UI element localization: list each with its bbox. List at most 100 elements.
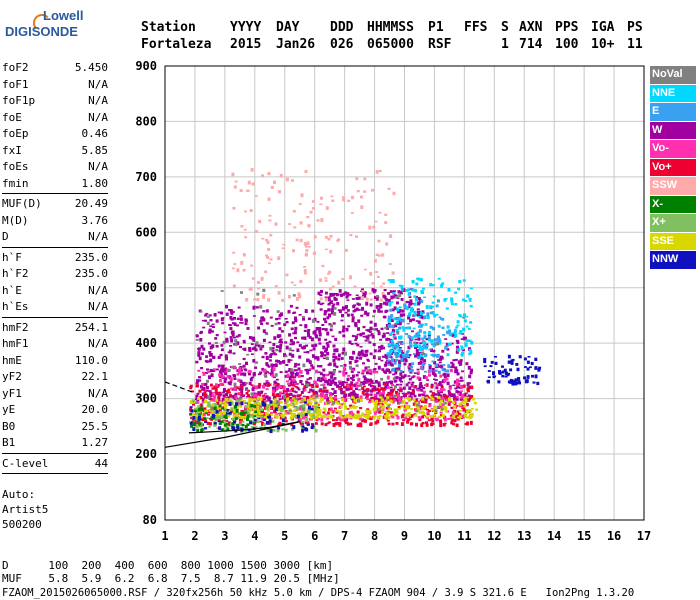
- echo-point-w: [324, 296, 328, 299]
- echo-point-ssw: [319, 297, 323, 301]
- echo-point-w: [374, 362, 378, 365]
- echo-point-w: [323, 354, 327, 357]
- echo-point-w: [279, 338, 283, 341]
- echo-point-w: [392, 373, 396, 376]
- echo-point-vominus: [368, 401, 372, 404]
- echo-point-ssw: [242, 268, 246, 272]
- echo-point-voplus: [351, 384, 354, 387]
- echo-point-sse: [365, 409, 368, 412]
- echo-point-xplus: [244, 405, 248, 409]
- echo-point-w: [389, 356, 393, 359]
- param-value: N/A: [88, 94, 108, 107]
- echo-point-nne: [398, 337, 402, 340]
- echo-point-noval: [234, 339, 238, 343]
- echo-point-w: [334, 355, 338, 360]
- echo-point-w: [320, 377, 324, 382]
- echo-point-noval: [245, 388, 249, 391]
- echo-point-w: [233, 322, 237, 326]
- echo-point-voplus: [245, 392, 249, 395]
- echo-point-sse: [286, 403, 290, 408]
- echo-point-w: [372, 355, 376, 360]
- echo-point-voplus: [425, 421, 428, 424]
- param-row: foF1p N/A: [2, 93, 108, 110]
- echo-point-w: [379, 303, 383, 307]
- echo-point-voplus: [430, 422, 434, 427]
- echo-point-w: [244, 318, 248, 322]
- echo-point-w: [311, 309, 315, 313]
- echo-point-w: [233, 316, 236, 320]
- echo-point-voplus: [326, 422, 330, 425]
- echo-point-sse: [194, 414, 198, 418]
- echo-point-voplus: [361, 387, 365, 390]
- echo-point-voplus: [369, 382, 373, 384]
- echo-point-xminus: [253, 421, 257, 424]
- echo-point-nnw: [509, 368, 513, 372]
- echo-point-voplus: [298, 394, 302, 396]
- echo-point-ssw: [375, 170, 379, 174]
- echo-point-nnw: [236, 425, 240, 429]
- echo-point-w: [314, 392, 318, 395]
- echo-point-w: [440, 364, 444, 369]
- echo-point-w: [330, 375, 334, 379]
- echo-point-w: [333, 297, 337, 301]
- header-ddd-label: DDD: [330, 20, 354, 35]
- echo-point-nnw: [204, 421, 208, 423]
- echo-point-vominus: [277, 412, 281, 415]
- echo-point-e: [436, 299, 440, 303]
- x-tick-label: 9: [401, 529, 408, 543]
- echo-point-ssw: [293, 226, 297, 229]
- echo-point-w: [243, 382, 247, 386]
- echo-point-ssw: [299, 238, 303, 243]
- echo-point-nne: [387, 343, 391, 347]
- echo-point-vominus: [373, 411, 377, 415]
- echo-point-nnw: [523, 366, 527, 368]
- echo-point-noval: [245, 382, 249, 384]
- echo-point-w: [315, 327, 319, 331]
- echo-point-sse: [421, 410, 425, 415]
- echo-point-w: [370, 333, 374, 336]
- legend-item-vo-minus: Vo-: [650, 140, 696, 158]
- echo-point-ssw: [258, 219, 262, 224]
- echo-point-nnw: [225, 412, 229, 415]
- echo-point-w: [205, 396, 209, 399]
- header-s-value: 1: [501, 37, 509, 52]
- echo-point-sse: [466, 396, 470, 399]
- echo-point-voplus: [216, 384, 220, 388]
- echo-point-voplus: [191, 390, 194, 393]
- echo-point-w: [377, 308, 381, 313]
- echo-point-voplus: [206, 413, 210, 416]
- echo-point-w: [359, 332, 363, 337]
- echo-point-xplus: [230, 401, 234, 406]
- echo-point-vominus: [397, 395, 401, 400]
- echo-point-w: [372, 291, 376, 294]
- param-label: MUF(D): [2, 197, 42, 210]
- param-label: B0: [2, 419, 16, 433]
- echo-point-w: [260, 322, 264, 325]
- muf-row: MUF 5.8 5.9 6.2 6.8 7.5 8.7 11.9 20.5 [M…: [2, 572, 340, 585]
- echo-point-ssw: [265, 254, 268, 257]
- echo-point-w: [298, 344, 302, 347]
- echo-point-vominus: [221, 375, 225, 379]
- echo-point-xplus: [223, 420, 227, 424]
- echo-point-nnw: [492, 371, 495, 376]
- echo-point-nne: [425, 305, 429, 309]
- echo-point-e: [399, 320, 403, 323]
- echo-point-nnw: [192, 416, 196, 420]
- echo-point-w: [302, 317, 305, 321]
- echo-point-ssw: [381, 291, 385, 294]
- echo-point-voplus: [231, 388, 235, 391]
- echo-point-xminus: [221, 407, 225, 410]
- echo-point-nnw: [301, 428, 305, 433]
- echo-point-sse: [266, 404, 269, 408]
- echo-point-vominus: [320, 417, 324, 422]
- auto-artist-version: Artist5: [2, 503, 49, 516]
- echo-point-voplus: [293, 395, 297, 398]
- echo-point-noval: [294, 398, 298, 400]
- echo-point-ssw: [372, 225, 376, 229]
- echo-point-xplus: [266, 428, 270, 433]
- echo-point-nne: [401, 342, 405, 345]
- echo-point-w: [470, 368, 473, 373]
- echo-point-w: [332, 358, 336, 363]
- echo-point-voplus: [213, 385, 217, 390]
- echo-point-w: [397, 388, 400, 391]
